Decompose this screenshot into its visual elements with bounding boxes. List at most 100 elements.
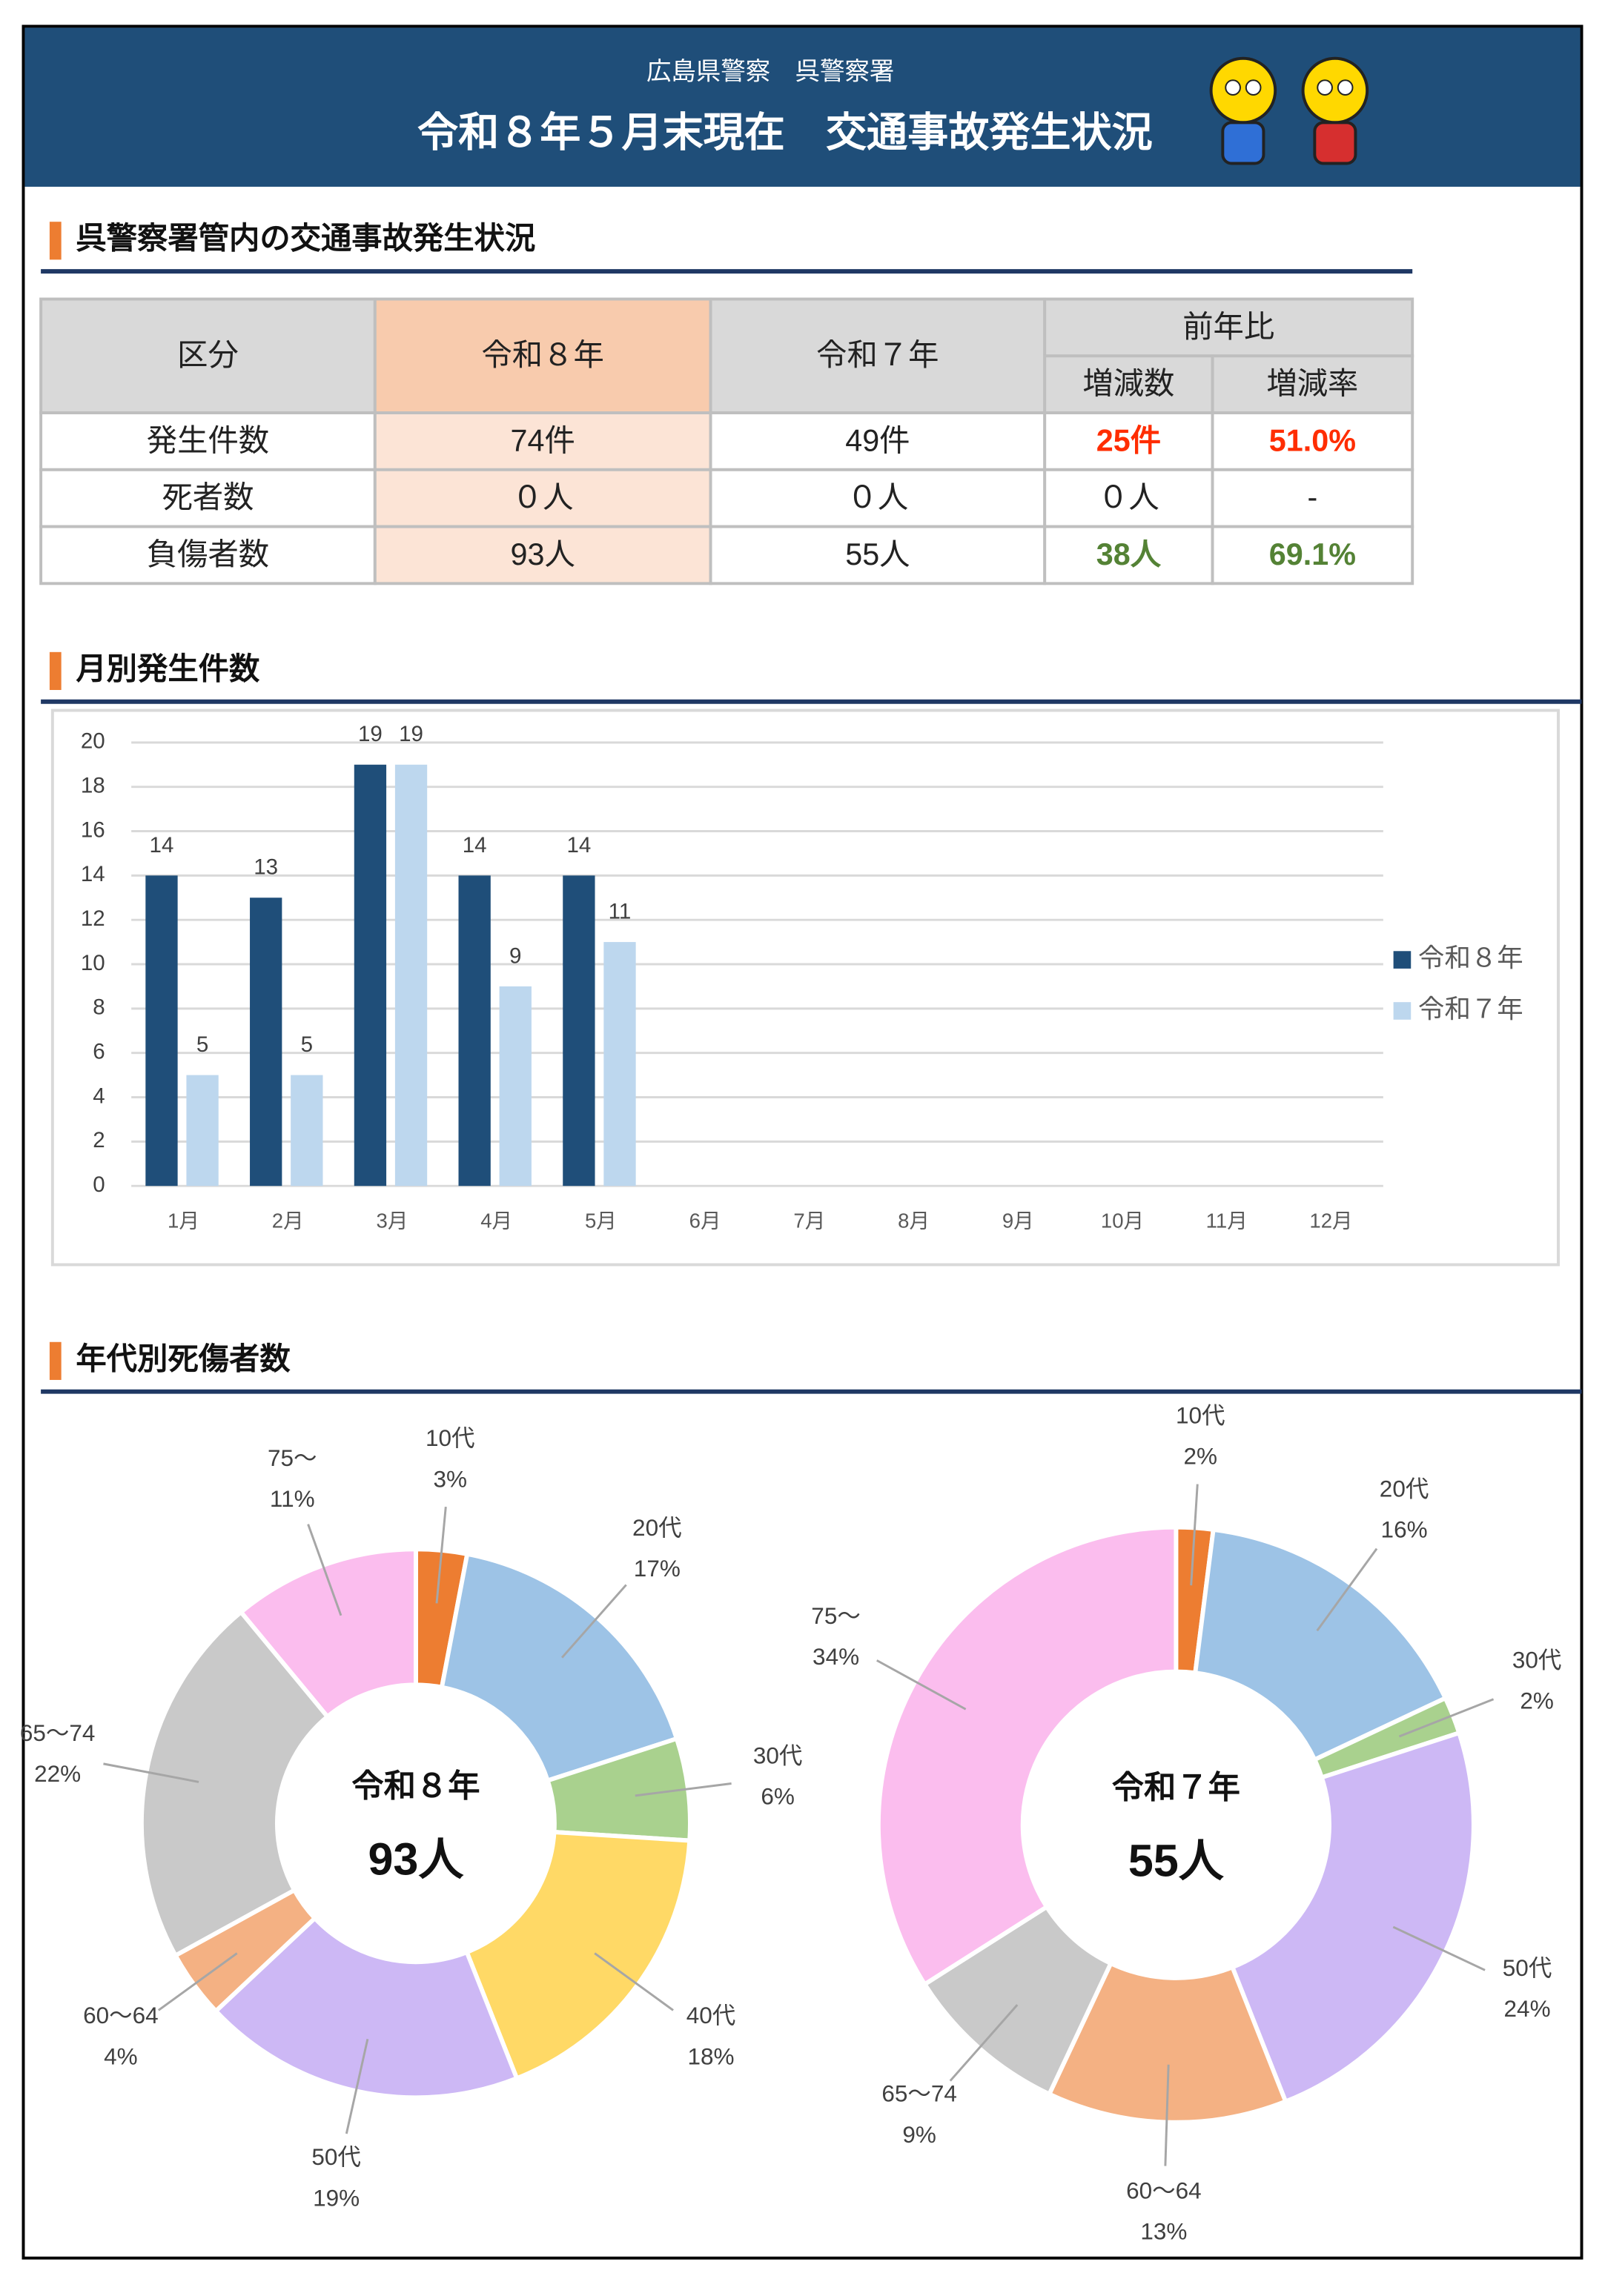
- y-tick-label: 2: [93, 1128, 105, 1152]
- legend-swatch: [1393, 1002, 1412, 1020]
- leader-line: [307, 1524, 342, 1616]
- bar: [145, 875, 178, 1187]
- slice-value-label: 3%: [433, 1465, 467, 1492]
- pie-slice: [1046, 1960, 1288, 2125]
- x-tick-label: 1月: [168, 1210, 199, 1232]
- table-text: 25件: [1096, 423, 1161, 457]
- pie-slice: [213, 1915, 520, 2100]
- bar-value-label: 5: [301, 1032, 313, 1057]
- mascot-eye: [1245, 79, 1262, 96]
- leader-line: [157, 1952, 238, 2011]
- legend-swatch: [1393, 951, 1412, 969]
- slice-value-label: 11%: [270, 1485, 315, 1512]
- slice-value-label: 4%: [104, 2043, 138, 2069]
- y-tick-label: 6: [93, 1039, 105, 1064]
- slice-name: 10代: [1176, 1401, 1225, 1428]
- pie-center-value: 55人: [1128, 1835, 1225, 1885]
- bar: [291, 1075, 323, 1187]
- slice-value-label: 2%: [1183, 1443, 1217, 1470]
- y-tick-label: 18: [81, 773, 105, 797]
- bar-value-label: 19: [358, 722, 383, 746]
- slice-name: 50代: [1503, 1954, 1552, 1981]
- section-title: 呉警察署管内の交通事故発生状況: [76, 222, 535, 256]
- slice-name: 60～64: [1126, 2177, 1202, 2203]
- bar: [499, 986, 532, 1187]
- table-cell: [373, 525, 712, 585]
- y-tick-label: 4: [93, 1084, 105, 1108]
- x-tick-label: 3月: [377, 1210, 408, 1232]
- mascot-body: [1313, 121, 1357, 165]
- table-text: 増減率: [1266, 367, 1358, 401]
- slice-value-label: 9%: [902, 2121, 936, 2148]
- table-text: -: [1307, 480, 1317, 514]
- table-text: 令和７年: [816, 338, 939, 372]
- mascot-eye: [1225, 79, 1241, 96]
- section-marker: [49, 222, 62, 260]
- slice-value-label: 6%: [761, 1782, 795, 1809]
- y-tick-label: 20: [81, 729, 105, 754]
- leader-line: [635, 1782, 732, 1797]
- mascot-body: [1221, 121, 1265, 165]
- table-cell: [1043, 297, 1414, 358]
- table-text: 前年比: [1182, 310, 1274, 344]
- table-text: 令和８年: [481, 338, 603, 372]
- charts: 0 2 4 6 8 10 12 14 16 18 20 1月 14 5 2月 13 5 3月 19 19 4月 14 9 5月…: [20, 722, 1562, 2244]
- y-tick-label: 10: [81, 951, 105, 975]
- x-tick-label: 11月: [1206, 1210, 1248, 1232]
- table-text: 発生件数: [147, 423, 269, 457]
- slice-name: 10代: [426, 1424, 475, 1451]
- pie-slice: [1192, 1527, 1449, 1763]
- table-text: ０人: [1098, 480, 1159, 514]
- header-title: 令和８年５月末現在 交通事故発生状況: [417, 110, 1153, 156]
- x-tick-label: 9月: [1002, 1210, 1034, 1232]
- leader-line: [103, 1762, 199, 1783]
- bar: [250, 898, 282, 1187]
- slice-name: 50代: [311, 2143, 361, 2170]
- mascot: [1209, 56, 1369, 165]
- section-title: 月別発生件数: [76, 651, 260, 686]
- mascot-head: [1209, 56, 1277, 125]
- table-text: 区分: [177, 338, 239, 372]
- slice-name: 20代: [1380, 1475, 1429, 1502]
- x-tick-label: 7月: [793, 1210, 825, 1232]
- table-cell: [1211, 468, 1414, 528]
- header-subtitle: 広島県警察 呉警察署: [646, 58, 894, 85]
- table-cell: [1043, 468, 1214, 528]
- table-cell: [1043, 411, 1214, 471]
- bar-value-label: 5: [196, 1032, 208, 1057]
- slice-value-label: 16%: [1381, 1516, 1428, 1543]
- bar: [458, 875, 491, 1187]
- x-tick-label: 2月: [272, 1210, 304, 1232]
- leader-line: [561, 1584, 627, 1659]
- section-marker: [49, 1341, 62, 1380]
- y-tick-label: 16: [81, 817, 105, 842]
- table-text: 増減数: [1082, 367, 1174, 401]
- slice-value-label: 34%: [813, 1643, 859, 1670]
- slice-value-label: 24%: [1504, 1995, 1551, 2022]
- table-cell: [1211, 354, 1414, 415]
- y-tick-label: 12: [81, 906, 105, 931]
- leader-line: [1316, 1547, 1378, 1632]
- pie-center-value: 93人: [368, 1834, 465, 1885]
- bar: [394, 764, 428, 1187]
- leader-line: [1392, 1925, 1486, 1971]
- pie-slice: [439, 1551, 680, 1784]
- table-cell: [373, 411, 712, 471]
- slice-value-label: 13%: [1140, 2217, 1187, 2244]
- pie-slice: [463, 1829, 692, 2082]
- section-marker: [49, 651, 62, 690]
- x-tick-label: 6月: [689, 1210, 721, 1232]
- y-tick-label: 0: [93, 1172, 105, 1197]
- leader-line: [1164, 2064, 1170, 2166]
- slice-name: 30代: [1512, 1646, 1562, 1673]
- slice-value-label: 19%: [313, 2184, 360, 2211]
- mascot-eye: [1317, 79, 1333, 96]
- slice-value-label: 18%: [687, 2043, 734, 2069]
- pie-slice: [1229, 1730, 1476, 2105]
- x-tick-label: 8月: [898, 1210, 930, 1232]
- table-cell: [1211, 525, 1414, 585]
- leader-line: [1398, 1698, 1495, 1738]
